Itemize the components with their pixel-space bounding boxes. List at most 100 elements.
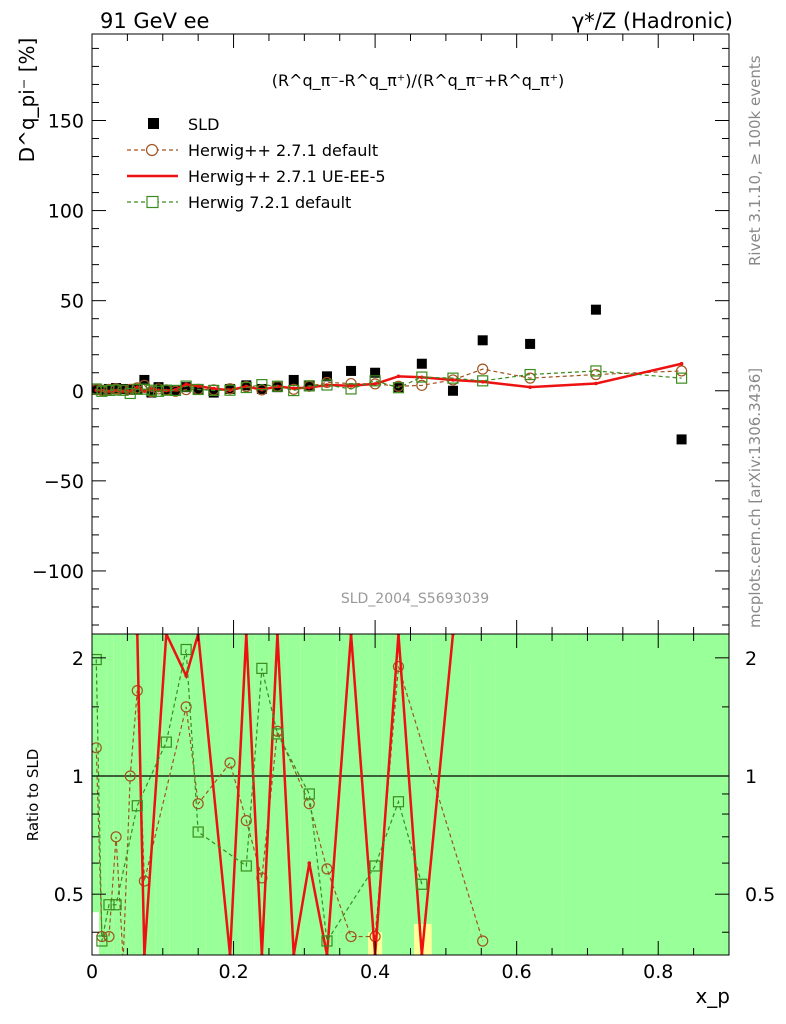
header-left-title: 91 GeV ee bbox=[100, 9, 209, 33]
ratio-herwigpp-default-point bbox=[477, 935, 489, 947]
main-y-axis-label: D^q_pi⁻ [%] bbox=[15, 38, 39, 163]
main-series-0 bbox=[92, 304, 687, 445]
herwigpp-default-point bbox=[416, 379, 428, 391]
main-y-tick-label: 150 bbox=[48, 110, 84, 132]
herwig72-point bbox=[271, 380, 284, 392]
sld-data-point bbox=[590, 304, 601, 315]
legend-marker bbox=[146, 195, 159, 209]
herwig72-point bbox=[124, 387, 136, 400]
uncertainty-band-green bbox=[169, 634, 181, 955]
ratio-herwigpp-default-point bbox=[224, 757, 236, 769]
ratio-herwigpp-default-point bbox=[110, 831, 122, 843]
herwig72-point bbox=[303, 380, 315, 392]
herwig72-point bbox=[321, 379, 333, 391]
herwig72-point bbox=[160, 384, 172, 396]
herwigpp-ueee5-point bbox=[451, 378, 455, 382]
legend-item: Herwig++ 2.7.1 default bbox=[127, 141, 378, 160]
ratio-herwigpp-default-point bbox=[240, 814, 252, 827]
herwigpp-ueee5-point bbox=[349, 383, 353, 388]
legend-marker bbox=[148, 118, 159, 129]
herwig72-point bbox=[416, 371, 428, 383]
ratio-herwig72-point bbox=[303, 788, 315, 800]
x-tick-label: 0 bbox=[86, 961, 98, 983]
herwig72-point bbox=[392, 382, 405, 394]
herwig72-point bbox=[208, 384, 220, 396]
sld-data-point bbox=[477, 335, 488, 346]
sld-data-point bbox=[208, 387, 219, 398]
ratio-herwig72-point bbox=[271, 728, 284, 740]
uncertainty-band-green bbox=[180, 634, 192, 955]
x-tick-label: 0.6 bbox=[502, 961, 532, 983]
uncertainty-band-green bbox=[134, 634, 142, 955]
main-y-tick-label: 100 bbox=[48, 201, 84, 223]
herwig72-point bbox=[447, 372, 459, 384]
ratio-panel-data bbox=[92, 634, 729, 955]
herwig72-point bbox=[92, 383, 102, 395]
x-tick-label: 0.4 bbox=[360, 961, 390, 983]
legend-item: Herwig 7.2.1 default bbox=[127, 193, 351, 212]
herwig72-point bbox=[110, 384, 122, 396]
sld-data-point bbox=[153, 382, 164, 393]
main-y-tick-label: 0 bbox=[72, 381, 84, 403]
uncertainty-band-green bbox=[106, 634, 114, 955]
sld-data-point bbox=[181, 382, 192, 393]
herwigpp-ueee5-point bbox=[211, 386, 216, 391]
main-panel-axes: −100 −50 0 50 100 150 bbox=[32, 34, 729, 634]
legend-label: Herwig++ 2.7.1 default bbox=[188, 141, 378, 160]
uncertainty-band-green bbox=[286, 634, 301, 955]
sld-data-point bbox=[447, 385, 458, 396]
ratio-herwigpp-default-point bbox=[392, 660, 405, 673]
herwig72-point bbox=[131, 383, 143, 395]
main-y-tick-label: −100 bbox=[32, 561, 84, 583]
herwigpp-ueee5-point bbox=[184, 382, 188, 387]
ratio-herwig72-point bbox=[321, 935, 333, 947]
sld-data-point bbox=[288, 374, 299, 385]
herwig72-point bbox=[224, 384, 236, 396]
ratio-herwig72-point bbox=[192, 826, 204, 838]
herwig72-point bbox=[345, 383, 357, 395]
legend-label: SLD bbox=[188, 115, 219, 134]
ratio-herwigpp-ueee5-point bbox=[184, 673, 188, 678]
herwig72-point bbox=[138, 383, 150, 395]
legend-marker bbox=[145, 143, 159, 157]
legend-item: SLD bbox=[148, 115, 219, 134]
uncertainty-band-green bbox=[222, 634, 241, 955]
herwig72-point bbox=[103, 384, 115, 396]
uncertainty-band-green bbox=[155, 634, 163, 955]
ratio-herwigpp-default-point bbox=[180, 701, 192, 713]
ratio-y-tick-label: 1 bbox=[72, 766, 84, 788]
ratio-herwigpp-default-point bbox=[321, 863, 333, 875]
ratio-series-2 bbox=[92, 643, 428, 947]
sld-data-point bbox=[146, 387, 157, 398]
herwigpp-ueee5-point bbox=[679, 361, 684, 366]
ratio-y-tick-label: 2 bbox=[72, 648, 84, 670]
ratio-y-tick-label-right: 2 bbox=[745, 648, 757, 670]
herwigpp-ueee5-point bbox=[396, 374, 401, 379]
herwig72-point bbox=[169, 384, 182, 396]
uncertainty-band-green bbox=[562, 634, 634, 955]
ratio-y-tick-label-right: 1 bbox=[745, 766, 757, 788]
ratio-herwig72-point bbox=[160, 736, 172, 748]
uncertainty-band-green bbox=[113, 634, 121, 955]
uncertainty-band-green bbox=[268, 634, 287, 955]
main-y-tick-label: −50 bbox=[44, 471, 84, 493]
ratio-bands bbox=[92, 634, 729, 955]
ratio-herwigpp-default-point bbox=[92, 742, 102, 754]
uncertainty-band-green bbox=[127, 634, 135, 955]
ratio-series-line bbox=[95, 649, 423, 943]
ratio-herwigpp-ueee5-point bbox=[307, 861, 312, 865]
uncertainty-band-green bbox=[148, 634, 156, 955]
herwig72-point bbox=[524, 368, 536, 381]
herwig72-point bbox=[675, 372, 688, 384]
uncertainty-band-green bbox=[368, 634, 383, 933]
ratio-herwigpp-default-point bbox=[256, 872, 268, 884]
herwig72-point bbox=[477, 375, 489, 387]
sld-data-point bbox=[118, 383, 129, 394]
legend-item: Herwig++ 2.7.1 UE-EE-5 bbox=[127, 167, 386, 186]
herwigpp-default-point bbox=[477, 363, 489, 375]
ratio-herwig72-point bbox=[180, 643, 192, 656]
ratio-series-line bbox=[136, 634, 455, 955]
sld-data-point bbox=[676, 434, 687, 445]
herwig72-point bbox=[288, 384, 300, 397]
analysis-id-label: SLD_2004_S5693039 bbox=[341, 591, 489, 607]
